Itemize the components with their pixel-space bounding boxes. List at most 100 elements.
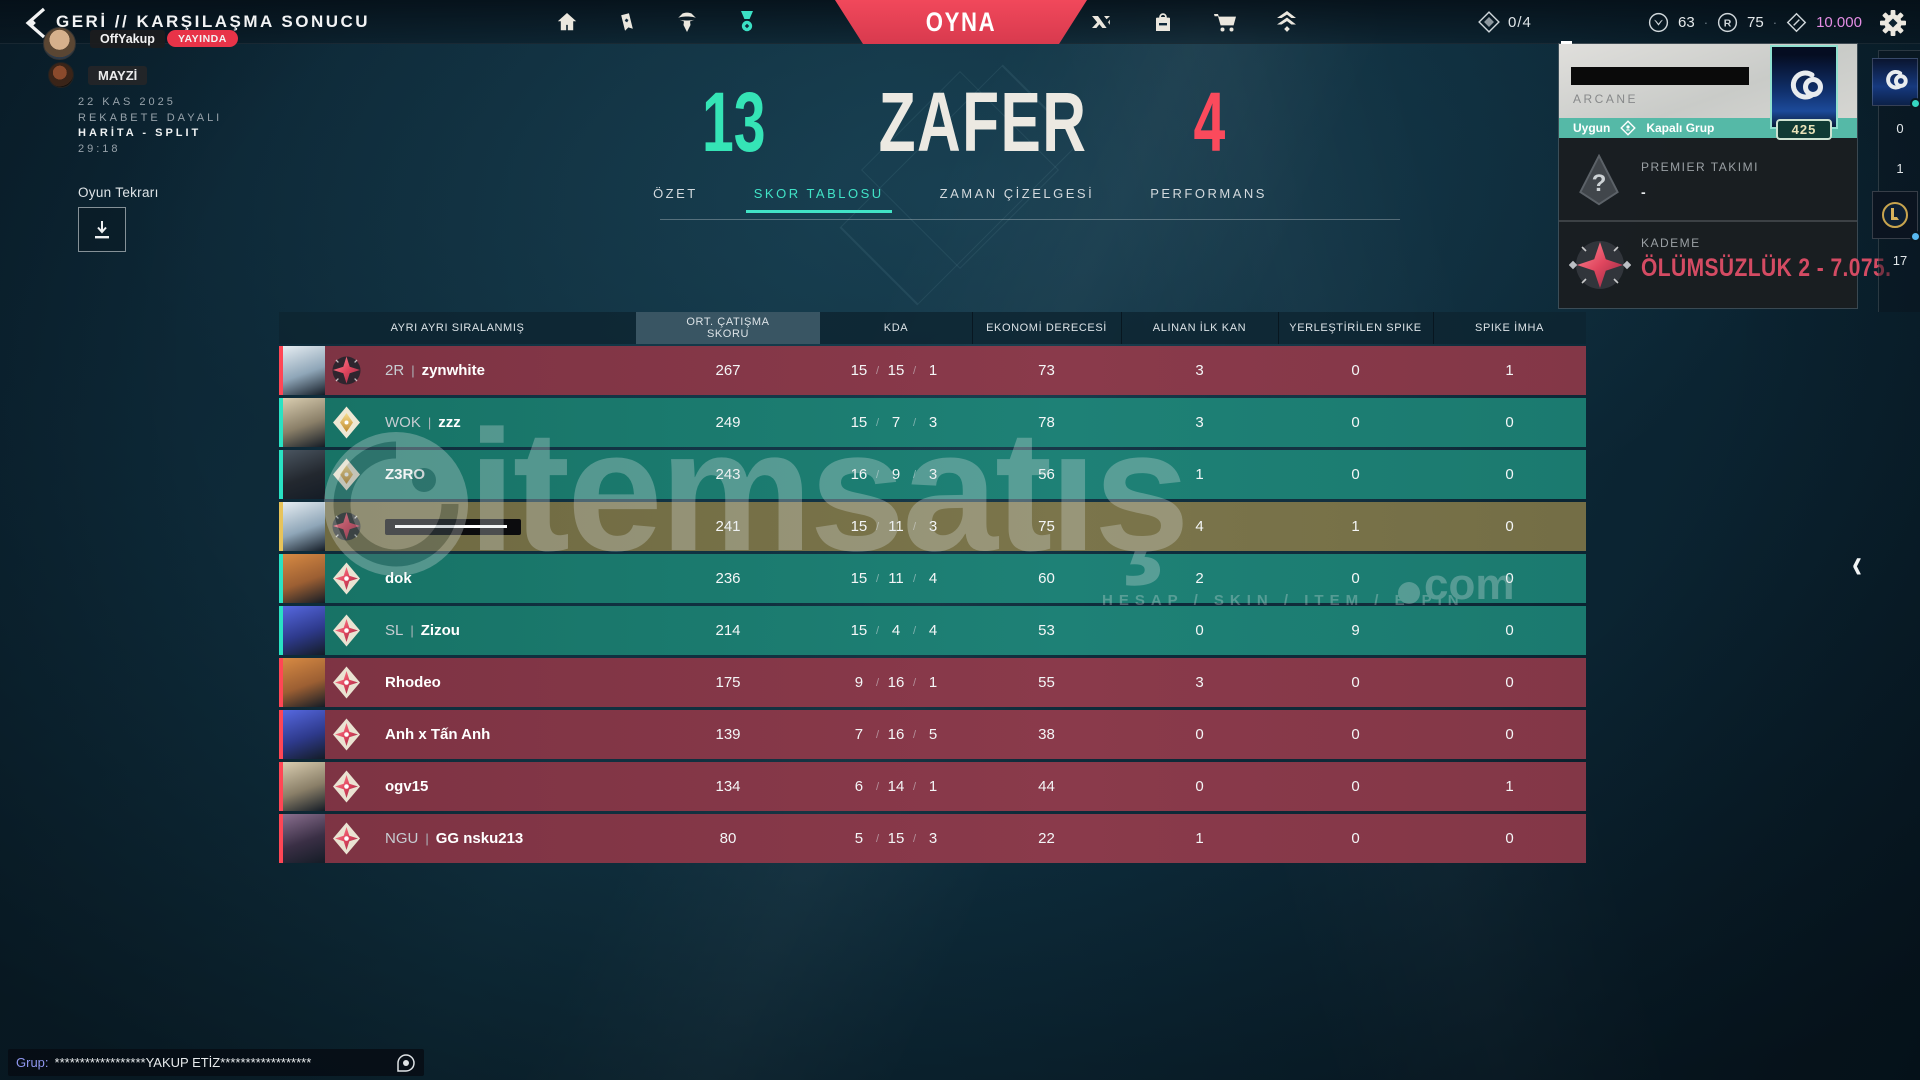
tab-performans[interactable]: PERFORMANS xyxy=(1150,186,1267,201)
def-value: 1 xyxy=(1505,362,1514,379)
fb-value: 3 xyxy=(1195,674,1204,691)
party-group-type: Kapalı Grup xyxy=(1646,121,1715,135)
player-name: Z3RO xyxy=(385,466,426,483)
column-header[interactable]: AYRI AYRI SIRALANMIŞ xyxy=(390,321,525,334)
player-name: SL | Zizou xyxy=(385,622,460,639)
kda-value: 15/11/4 xyxy=(850,570,938,587)
scoreboard-row[interactable]: SL | Zizou 214 15/4/4 53 0 9 0 xyxy=(279,606,1586,655)
scoreboard-row[interactable]: dok 236 15/11/4 60 2 0 0 xyxy=(279,554,1586,603)
battlepass-card-icon[interactable] xyxy=(612,7,642,37)
acs-value: 139 xyxy=(715,726,741,743)
econ-value: 78 xyxy=(1038,414,1055,431)
fb-value: 4 xyxy=(1195,518,1204,535)
fb-value: 1 xyxy=(1195,830,1204,847)
kda-value: 15/4/4 xyxy=(850,622,938,639)
acs-value: 249 xyxy=(715,414,741,431)
premier-label: PREMIER TAKIMI xyxy=(1641,160,1759,174)
team-accent xyxy=(279,502,283,551)
player-name: Anh x Tấn Anh xyxy=(385,726,491,743)
plant-value: 0 xyxy=(1351,414,1360,431)
cloud9-mini-logo-icon xyxy=(1886,69,1908,90)
home-icon[interactable] xyxy=(552,7,582,37)
def-value: 0 xyxy=(1505,518,1514,535)
chat-ping-icon[interactable] xyxy=(396,1053,416,1073)
team-accent xyxy=(279,450,283,499)
party-panel[interactable]: ARCANE Uygun Kapalı Grup ? PREMIER TAKIM… xyxy=(1558,43,1891,309)
immortal-dark-rank-icon xyxy=(329,509,364,544)
scoreboard-body: 2R | zynwhite 267 15/15/1 73 3 0 1 WOK | zzz 249 15/7… xyxy=(279,344,1586,864)
column-header[interactable]: EKONOMİ DERECESİ xyxy=(986,321,1107,334)
def-value: 0 xyxy=(1505,466,1514,483)
column-header[interactable]: KDA xyxy=(883,321,909,334)
agents-icon[interactable] xyxy=(672,7,702,37)
fb-value: 3 xyxy=(1195,414,1204,431)
tab-skor-tablosu[interactable]: SKOR TABLOSU xyxy=(745,186,892,213)
battlepass-progress-icon[interactable] xyxy=(1272,7,1302,37)
tab-zaman-çi̇zelgesi̇[interactable]: ZAMAN ÇİZELGESİ xyxy=(939,186,1095,201)
tab-özet[interactable]: ÖZET xyxy=(653,186,698,201)
player-card-subtitle: ARCANE xyxy=(1573,92,1639,106)
rank-section[interactable]: KADEME ÖLÜMSÜZLÜK 2 - 7.075. xyxy=(1559,222,1891,308)
acs-value: 214 xyxy=(715,622,741,639)
team-tag: WOK xyxy=(385,414,421,431)
scoreboard-row[interactable]: 241 15/11/3 75 4 1 0 xyxy=(279,502,1586,551)
social-count-2: 17 xyxy=(1892,253,1908,268)
kda-value: 16/9/3 xyxy=(850,466,938,483)
def-value: 0 xyxy=(1505,726,1514,743)
plant-value: 0 xyxy=(1351,674,1360,691)
premier-section[interactable]: ? PREMIER TAKIMI - xyxy=(1559,138,1857,222)
mission-counter[interactable]: 0/4 xyxy=(1478,0,1532,44)
acs-value: 175 xyxy=(715,674,741,691)
tag-separator: | xyxy=(411,363,415,378)
social-panel-expander[interactable]: ‹ xyxy=(1852,541,1862,588)
player-card-banner[interactable] xyxy=(1770,45,1838,129)
agent-portrait xyxy=(283,658,325,707)
scoreboard-row[interactable]: ogv15 134 6/14/1 44 0 0 1 xyxy=(279,762,1586,811)
agent-portrait xyxy=(283,398,325,447)
tag-separator: | xyxy=(425,831,429,846)
mission-diamond-icon xyxy=(1478,11,1500,33)
play-button[interactable]: OYNA xyxy=(835,0,1087,44)
column-header[interactable]: YERLEŞTİRİLEN SPIKE xyxy=(1289,321,1422,334)
acs-value: 267 xyxy=(715,362,741,379)
acs-value: 236 xyxy=(715,570,741,587)
settings-gear-icon[interactable] xyxy=(1878,8,1908,38)
agent-portrait xyxy=(283,762,325,811)
column-header[interactable]: SPIKE İMHA xyxy=(1475,321,1544,334)
scoreboard-row[interactable]: NGU | GG nsku213 80 5/15/3 22 1 0 0 xyxy=(279,814,1586,863)
scoreboard-row[interactable]: WOK | zzz 249 15/7/3 78 3 0 0 xyxy=(279,398,1586,447)
valorant-logo-icon[interactable] xyxy=(1086,7,1116,37)
scoreboard-row[interactable]: Anh x Tấn Anh 139 7/16/5 38 0 0 0 xyxy=(279,710,1586,759)
replay-download-button[interactable] xyxy=(78,207,126,252)
collection-backpack-icon[interactable] xyxy=(1148,7,1178,37)
column-header[interactable]: ORT. ÇATIŞMA SKORU xyxy=(636,312,820,344)
scoreboard-row[interactable]: Rhodeo 175 9/16/1 55 3 0 0 xyxy=(279,658,1586,707)
agent-portrait xyxy=(283,346,325,395)
column-header[interactable]: ALINAN İLK KAN xyxy=(1152,321,1247,334)
party-chat-input[interactable]: Grup: ******************YAKUP ETİZ******… xyxy=(8,1049,424,1076)
def-value: 0 xyxy=(1505,570,1514,587)
player-name: WOK | zzz xyxy=(385,414,461,431)
match-duration: 29:18 xyxy=(78,143,121,155)
currency-value: 63 xyxy=(1678,13,1695,31)
econ-value: 56 xyxy=(1038,466,1055,483)
party-member-avatar[interactable] xyxy=(1872,58,1920,109)
store-cart-icon[interactable] xyxy=(1210,7,1240,37)
plant-value: 9 xyxy=(1351,622,1360,639)
immortal-light-rank-icon xyxy=(329,821,364,856)
team-accent xyxy=(279,762,283,811)
second-name-badge: MAYZİ xyxy=(88,66,148,85)
immortal-light-rank-icon xyxy=(329,561,364,596)
plant-value: 0 xyxy=(1351,570,1360,587)
econ-value: 53 xyxy=(1038,622,1055,639)
scoreboard-row[interactable]: 2R | zynwhite 267 15/15/1 73 3 0 1 xyxy=(279,346,1586,395)
team-accent xyxy=(279,814,283,863)
career-medal-icon[interactable] xyxy=(732,7,762,37)
scoreboard-row[interactable]: Z3RO 243 16/9/3 56 1 0 0 xyxy=(279,450,1586,499)
econ-value: 75 xyxy=(1038,518,1055,535)
league-friend-tile[interactable] xyxy=(1872,191,1920,242)
team-tag: NGU xyxy=(385,830,419,847)
mission-counter-text: 0/4 xyxy=(1508,13,1532,31)
back-button[interactable] xyxy=(18,5,52,41)
